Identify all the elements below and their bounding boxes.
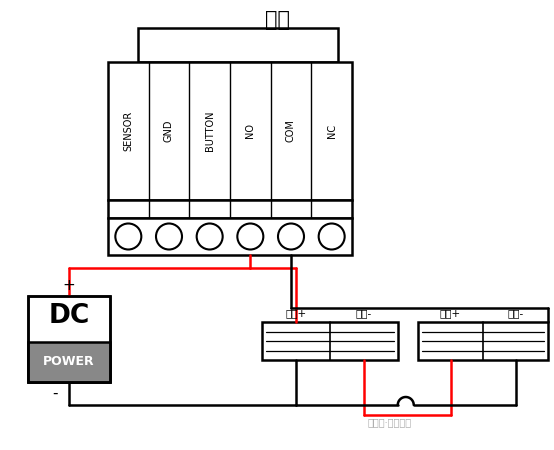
Text: 公众号·安防之尊: 公众号·安防之尊 xyxy=(368,417,412,427)
Circle shape xyxy=(156,224,182,249)
Bar xyxy=(28,296,110,382)
Circle shape xyxy=(278,224,304,249)
Bar xyxy=(28,342,110,382)
Circle shape xyxy=(319,224,345,249)
Text: POWER: POWER xyxy=(43,356,95,368)
Text: -: - xyxy=(52,386,58,400)
Text: 门锁: 门锁 xyxy=(264,10,290,30)
Bar xyxy=(108,218,352,255)
Text: +: + xyxy=(63,279,75,293)
Bar xyxy=(418,322,548,360)
Bar xyxy=(28,296,110,382)
Text: 电源-: 电源- xyxy=(356,308,372,318)
Text: DC: DC xyxy=(48,303,90,329)
Circle shape xyxy=(197,224,223,249)
Bar xyxy=(138,28,338,62)
Bar xyxy=(108,200,352,218)
Text: 电源-: 电源- xyxy=(507,308,524,318)
Text: NO: NO xyxy=(245,123,255,139)
Circle shape xyxy=(115,224,141,249)
Bar xyxy=(262,322,398,360)
Bar xyxy=(108,62,352,200)
Text: SENSOR: SENSOR xyxy=(124,111,134,151)
Text: 电源+: 电源+ xyxy=(285,308,306,318)
Text: 电源+: 电源+ xyxy=(440,308,461,318)
Text: GND: GND xyxy=(164,120,174,142)
Circle shape xyxy=(237,224,263,249)
Text: BUTTON: BUTTON xyxy=(204,111,214,151)
Text: NC: NC xyxy=(327,124,337,138)
Text: COM: COM xyxy=(286,120,296,143)
